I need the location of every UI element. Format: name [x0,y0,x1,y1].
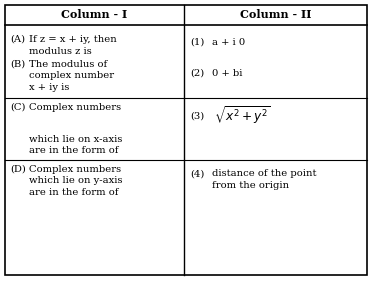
Text: modulus z is: modulus z is [29,46,92,55]
Text: complex number: complex number [29,72,114,80]
Text: are in the form of: are in the form of [29,188,119,197]
Text: Complex numbers: Complex numbers [29,102,121,112]
Text: $\sqrt{x^2 + y^2}$: $\sqrt{x^2 + y^2}$ [214,105,271,127]
Text: The modulus of: The modulus of [29,60,107,69]
Text: x + iy is: x + iy is [29,83,69,92]
Text: (C): (C) [10,102,26,112]
Text: which lie on x-axis: which lie on x-axis [29,135,122,144]
Text: Column - I: Column - I [61,10,128,20]
Text: (2): (2) [190,69,204,78]
Text: are in the form of: are in the form of [29,146,119,155]
Text: from the origin: from the origin [212,181,289,190]
Text: (4): (4) [190,170,205,178]
Text: (B): (B) [10,60,25,69]
Text: a + i 0: a + i 0 [212,38,246,47]
Text: (3): (3) [190,112,204,121]
Text: 0 + bi: 0 + bi [212,69,243,78]
Text: (D): (D) [10,165,26,174]
Text: Complex numbers: Complex numbers [29,165,121,174]
Text: which lie on y-axis: which lie on y-axis [29,176,122,185]
Text: distance of the point: distance of the point [212,170,317,178]
Text: If z = x + iy, then: If z = x + iy, then [29,35,117,44]
Text: (1): (1) [190,38,205,47]
Text: Column - II: Column - II [240,10,311,20]
Text: (A): (A) [10,35,25,44]
